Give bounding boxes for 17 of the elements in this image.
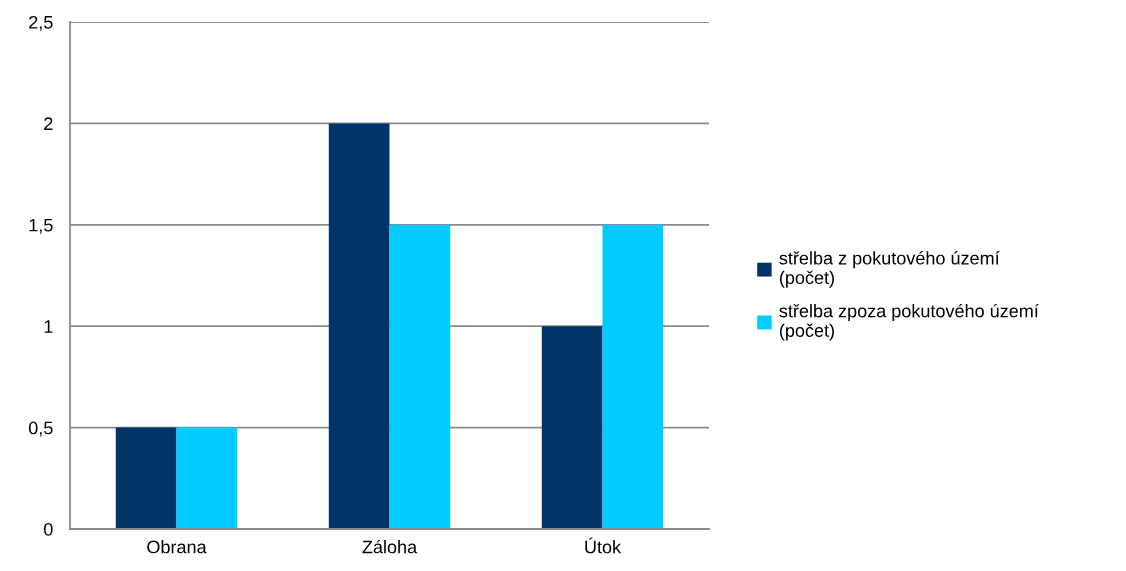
bar [541, 326, 603, 529]
bar [389, 224, 451, 529]
y-tick-label: 2 [44, 117, 53, 130]
legend-label: střelba zpoza pokutového území (počet) [779, 303, 1039, 341]
y-tick-label: 2,5 [29, 15, 53, 31]
y-tick-label: 1 [44, 320, 53, 333]
bar [602, 224, 664, 529]
y-tick-label: 0,5 [28, 421, 53, 437]
bar [328, 123, 390, 529]
bar [176, 427, 238, 529]
y-tick-label: 1,5 [29, 218, 53, 234]
x-tick-label: Záloha [362, 539, 418, 554]
legend-label: střelba z pokutového území (počet) [779, 251, 1000, 288]
x-tick-label: Obrana [147, 540, 207, 554]
bar [115, 427, 177, 529]
x-tick-label: Útok [585, 537, 622, 554]
y-tick-label: 0 [44, 522, 53, 536]
